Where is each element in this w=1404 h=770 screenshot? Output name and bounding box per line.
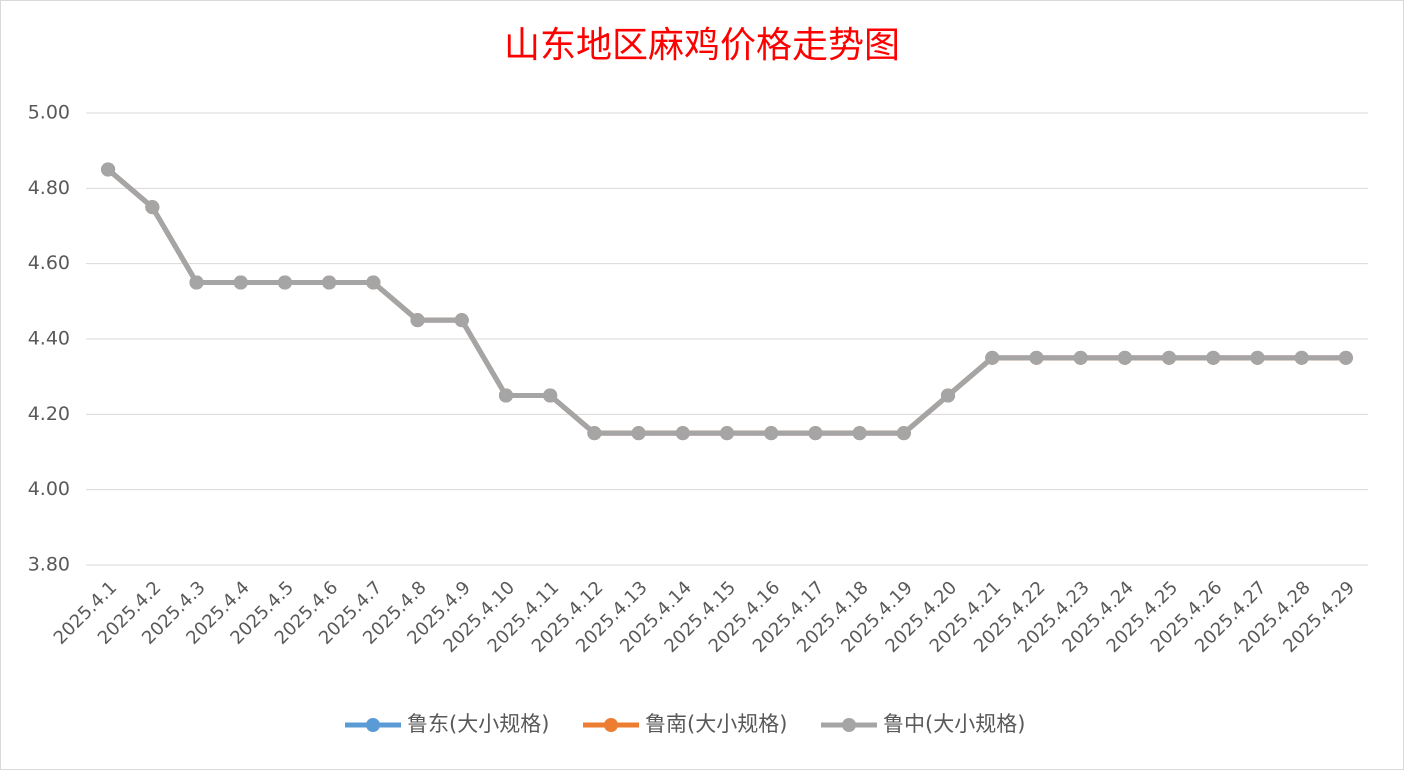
- y-tick-label: 5.00: [28, 102, 70, 124]
- point: [233, 275, 248, 290]
- point: [896, 426, 911, 441]
- point: [720, 426, 734, 441]
- point: [277, 275, 292, 290]
- point: [1338, 350, 1353, 365]
- point: [1206, 350, 1221, 365]
- point: [1162, 350, 1177, 365]
- point: [587, 426, 602, 441]
- y-tick-label: 4.60: [28, 252, 70, 274]
- y-tick-label: 4.40: [28, 328, 70, 350]
- y-tick-label: 4.00: [28, 478, 70, 500]
- legend-label: 鲁东(大小规格): [407, 712, 549, 736]
- point: [1073, 350, 1088, 365]
- point: [366, 275, 381, 290]
- legend-label: 鲁中(大小规格): [883, 712, 1025, 736]
- chart-title: 山东地区麻鸡价格走势图: [504, 25, 900, 66]
- legend-marker: [604, 718, 618, 732]
- point: [985, 350, 1000, 365]
- point: [1117, 350, 1132, 365]
- point: [101, 162, 116, 177]
- point: [322, 275, 337, 290]
- y-tick-label: 3.80: [28, 554, 70, 576]
- point: [675, 426, 690, 441]
- legend-label: 鲁南(大小规格): [645, 712, 787, 736]
- point: [941, 388, 956, 403]
- point: [764, 426, 779, 441]
- point: [410, 313, 425, 328]
- point: [189, 275, 204, 290]
- point: [498, 388, 513, 403]
- point: [808, 426, 823, 441]
- point: [852, 426, 867, 441]
- point: [454, 313, 469, 328]
- legend-marker: [842, 718, 856, 732]
- point: [631, 426, 646, 441]
- point: [543, 388, 558, 403]
- point: [1294, 350, 1309, 365]
- legend-marker: [366, 718, 380, 732]
- y-tick-label: 4.80: [28, 177, 70, 199]
- point: [145, 200, 160, 215]
- point: [1250, 350, 1265, 365]
- point: [1029, 350, 1044, 365]
- y-tick-label: 4.20: [28, 403, 70, 425]
